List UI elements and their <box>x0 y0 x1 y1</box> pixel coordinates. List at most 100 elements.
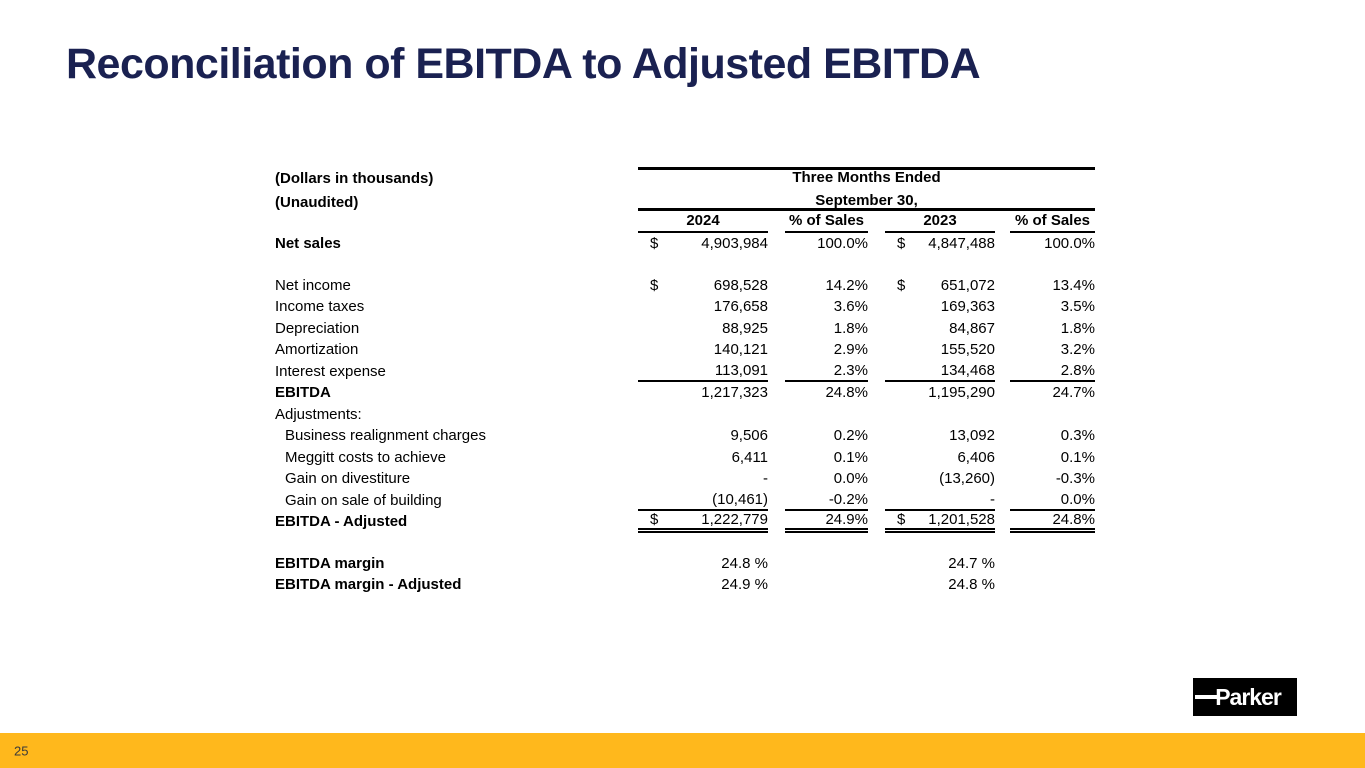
table-row: Meggitt costs to achieve 6,411 0.1% 6,406 0.… <box>275 447 1095 469</box>
cell-value-2023: 155,520 <box>885 339 995 361</box>
cell-number: 24.9% <box>825 510 868 528</box>
table-body: Net sales $4,903,984 100.0% $4,847,488 100.0… <box>275 233 1095 596</box>
cell-number: 0.0% <box>1060 490 1095 508</box>
column-gap <box>995 361 1010 383</box>
cell-pct-2023: 2.8% <box>1010 361 1095 382</box>
row-label: Net income <box>275 276 351 294</box>
cell-number: 1.8% <box>833 319 868 337</box>
cell-pct-2024 <box>785 553 868 575</box>
footer-accent-bar: 25 <box>0 733 1365 768</box>
column-gap <box>768 318 785 340</box>
cell-value-2023: $4,847,488 <box>885 233 995 255</box>
column-gap <box>768 468 785 490</box>
cell-value-2023 <box>885 404 995 426</box>
cell-pct-2023: 0.0% <box>1010 490 1095 511</box>
cell-number: 0.3% <box>1060 427 1095 445</box>
cell-pct-2024: 0.0% <box>785 468 868 490</box>
cell-number: 84,867 <box>949 319 995 337</box>
cell-number: 134,468 <box>940 361 995 379</box>
column-gap <box>995 553 1010 575</box>
cell-pct-2023: 0.1% <box>1010 447 1095 469</box>
column-gap <box>995 275 1010 297</box>
page-number: 25 <box>14 743 29 758</box>
cell-pct-2024 <box>785 574 868 596</box>
period-header-line1: Three Months Ended <box>792 169 941 186</box>
column-gap <box>868 468 885 490</box>
column-gap <box>768 233 785 255</box>
cell-pct-2023 <box>1010 553 1095 575</box>
table-row: Interest expense 113,091 2.3% 134,468 2.8% <box>275 361 1095 383</box>
cell-value-2023: 24.8 % <box>885 574 995 596</box>
table-column-header-row: 2024 % of Sales 2023 % of Sales <box>275 210 1095 233</box>
table-row: EBITDA - Adjusted $1,222,779 24.9% $1,201,5… <box>275 511 1095 533</box>
table-row: EBITDA margin 24.8 % 24.7 % <box>275 553 1095 575</box>
cell-number: 169,363 <box>940 298 995 316</box>
table-row: EBITDA 1,217,323 24.8% 1,195,290 24.7% <box>275 382 1095 404</box>
column-gap <box>995 425 1010 447</box>
row-label: Income taxes <box>275 298 365 316</box>
dollar-sign: $ <box>897 510 906 528</box>
cell-pct-2024: 3.6% <box>785 296 868 318</box>
cell-value-2024: 24.8 % <box>638 553 768 575</box>
cell-value-2024: 9,506 <box>638 425 768 447</box>
cell-number: 4,903,984 <box>701 235 768 253</box>
cell-value-2024: - <box>638 468 768 490</box>
period-header-line2: September 30, <box>815 192 918 209</box>
column-header-spacer <box>275 210 638 233</box>
cell-pct-2024: 2.3% <box>785 361 868 382</box>
row-spacer <box>275 533 1095 553</box>
cell-value-2023: 24.7 % <box>885 553 995 575</box>
cell-number: 0.1% <box>1060 448 1095 466</box>
column-gap <box>768 296 785 318</box>
cell-number: 13,092 <box>949 427 995 445</box>
cell-value-2023: $651,072 <box>885 275 995 297</box>
table-row: Business realignment charges 9,506 0.2% 13,… <box>275 425 1095 447</box>
cell-value-2023: $1,201,528 <box>885 511 995 533</box>
row-label: EBITDA - Adjusted <box>275 513 408 531</box>
column-gap <box>995 296 1010 318</box>
cell-value-2024: $1,222,779 <box>638 511 768 533</box>
cell-number: 24.8% <box>1052 510 1095 528</box>
cell-number: 3.5% <box>1060 298 1095 316</box>
column-gap <box>868 511 885 533</box>
cell-pct-2024: 0.2% <box>785 425 868 447</box>
cell-pct-2023: 13.4% <box>1010 275 1095 297</box>
table-row: Net income $698,528 14.2% $651,072 13.4% <box>275 275 1095 297</box>
cell-pct-2024: 24.9% <box>785 511 868 533</box>
cell-number: 0.2% <box>833 427 868 445</box>
row-label: Net sales <box>275 235 341 253</box>
column-gap <box>768 382 785 404</box>
column-gap <box>995 210 1010 233</box>
row-label: Depreciation <box>275 319 360 337</box>
cell-number: 24.7 % <box>948 554 995 572</box>
cell-value-2024 <box>638 404 768 426</box>
col-header-2023: 2023 <box>885 210 995 233</box>
table-row: Income taxes 176,658 3.6% 169,363 3.5% <box>275 296 1095 318</box>
column-gap <box>995 574 1010 596</box>
column-gap <box>995 339 1010 361</box>
cell-value-2024: $698,528 <box>638 275 768 297</box>
cell-number: 24.8 % <box>948 576 995 594</box>
cell-number: 651,072 <box>940 276 995 294</box>
cell-number: - <box>763 470 768 488</box>
unaudited-note: (Unaudited) <box>275 193 359 211</box>
cell-value-2024: 113,091 <box>638 361 768 382</box>
cell-value-2023: 6,406 <box>885 447 995 469</box>
table-row: Adjustments: <box>275 404 1095 426</box>
cell-number: 1,217,323 <box>701 384 768 402</box>
column-gap <box>995 382 1010 404</box>
row-label: EBITDA <box>275 384 331 402</box>
column-gap <box>768 574 785 596</box>
cell-number: 13.4% <box>1052 276 1095 294</box>
cell-value-2023: 134,468 <box>885 361 995 382</box>
row-label: Gain on divestiture <box>285 470 411 488</box>
table-row: Depreciation 88,925 1.8% 84,867 1.8% <box>275 318 1095 340</box>
column-gap <box>868 574 885 596</box>
cell-pct-2024: 24.8% <box>785 382 868 404</box>
cell-pct-2024 <box>785 404 868 426</box>
cell-pct-2023: 100.0% <box>1010 233 1095 255</box>
cell-pct-2023: 3.5% <box>1010 296 1095 318</box>
column-gap <box>768 275 785 297</box>
column-gap <box>868 447 885 469</box>
cell-value-2023: - <box>885 490 995 511</box>
